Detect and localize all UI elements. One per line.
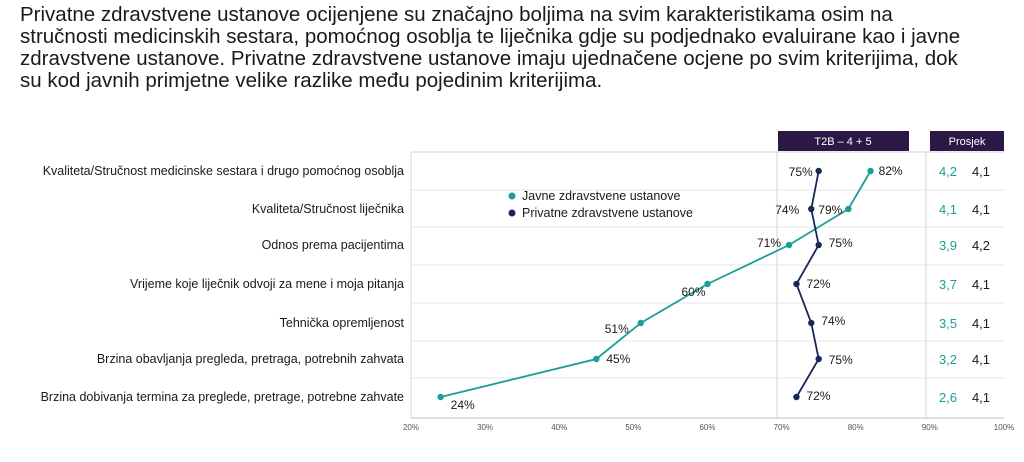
data-label: 24% <box>451 398 475 412</box>
data-point <box>785 241 793 249</box>
avg-private-value: 4,1 <box>972 277 990 292</box>
legend-marker <box>508 192 516 200</box>
legend-label: Privatne zdravstvene ustanove <box>522 206 693 220</box>
legend: Javne zdravstvene ustanove Privatne zdrav… <box>508 189 693 220</box>
x-tick-label: 60% <box>699 423 715 432</box>
category-label: Tehnička opremljenost <box>280 316 405 330</box>
headline-line: Privatne zdravstvene ustanove ocijenjene… <box>20 3 893 26</box>
x-tick-label: 100% <box>994 423 1014 432</box>
x-tick-label: 50% <box>625 423 641 432</box>
data-point <box>793 393 800 401</box>
avg-private-value: 4,2 <box>972 238 990 253</box>
data-point <box>793 280 800 288</box>
data-point <box>437 393 444 401</box>
headline-line: su kod javnih primjetne velike razlike m… <box>20 69 603 92</box>
data-label: 71% <box>757 236 781 250</box>
avg-header-label: Prosjek <box>949 136 986 148</box>
data-label: 74% <box>775 203 799 217</box>
category-label: Vrijeme koje liječnik odvoji za mene i m… <box>130 277 404 291</box>
avg-private-value: 4,1 <box>972 164 990 179</box>
legend-marker <box>508 209 516 217</box>
x-axis: 20% 30% 40% 50% 60% 70% 80% 90% 100% <box>403 423 1014 432</box>
avg-public-value: 3,2 <box>939 352 957 367</box>
category-labels: Kvaliteta/Stručnost medicinske sestara i… <box>41 164 405 404</box>
data-point <box>815 355 822 363</box>
avg-public-value: 3,5 <box>939 316 957 331</box>
data-label: 75% <box>829 236 853 250</box>
category-label: Brzina dobivanja termina za preglede, pr… <box>41 390 404 404</box>
data-point <box>815 241 822 249</box>
headline-line: stručnosti medicinskih sestara, pomoćnog… <box>20 25 961 48</box>
data-label: 79% <box>818 203 842 217</box>
headers: T2B – 4 + 5 Prosjek <box>778 131 1004 151</box>
data-label: 60% <box>681 285 705 299</box>
data-point <box>808 319 815 327</box>
avg-header-box <box>930 131 1004 151</box>
data-label: 75% <box>829 353 853 367</box>
avg-private-value: 4,1 <box>972 390 990 405</box>
avg-private-value: 4,1 <box>972 352 990 367</box>
x-tick-label: 90% <box>922 423 938 432</box>
x-tick-label: 70% <box>774 423 790 432</box>
data-point <box>637 319 644 327</box>
data-label: 45% <box>606 352 630 366</box>
x-tick-label: 40% <box>551 423 567 432</box>
data-point <box>704 280 711 288</box>
data-label: 82% <box>879 164 903 178</box>
averages-table: 4,2 4,1 4,1 4,1 3,9 4,2 3,7 4,1 3,5 4,1 3,2 4,1 2,6 4… <box>939 164 990 405</box>
data-labels: 82% 79% 71% 60% 51% 45% 24% 75% 74% 75% 72% 74% 75% 7… <box>451 164 903 412</box>
category-label: Brzina obavljanja pregleda, pretraga, po… <box>97 352 404 366</box>
avg-private-value: 4,1 <box>972 202 990 217</box>
data-point <box>593 355 600 363</box>
avg-public-value: 4,2 <box>939 164 957 179</box>
x-tick-label: 30% <box>477 423 493 432</box>
data-point <box>808 205 815 213</box>
t2b-header-box <box>778 131 909 151</box>
avg-public-value: 2,6 <box>939 390 957 405</box>
grid-layer <box>410 151 1004 419</box>
t2b-header-label: T2B – 4 + 5 <box>814 136 871 148</box>
data-point <box>815 167 822 175</box>
headline: Privatne zdravstvene ustanove ocijenjene… <box>20 4 1010 92</box>
avg-public-value: 3,7 <box>939 277 957 292</box>
avg-public-value: 3,9 <box>939 238 957 253</box>
category-label: Odnos prema pacijentima <box>262 238 404 252</box>
series-layer <box>437 167 874 401</box>
x-tick-label: 80% <box>848 423 864 432</box>
avg-private-value: 4,1 <box>972 316 990 331</box>
data-point <box>867 167 874 175</box>
headline-line: zdravstvene ustanove. Privatne zdravstve… <box>20 47 958 70</box>
data-label: 72% <box>806 389 830 403</box>
avg-public-value: 4,1 <box>939 202 957 217</box>
data-label: 75% <box>789 165 813 179</box>
category-label: Kvaliteta/Stručnost liječnika <box>252 202 404 216</box>
data-label: 72% <box>806 277 830 291</box>
legend-label: Javne zdravstvene ustanove <box>522 189 680 203</box>
x-tick-label: 20% <box>403 423 419 432</box>
data-point <box>845 205 852 213</box>
category-label: Kvaliteta/Stručnost medicinske sestara i… <box>43 164 404 178</box>
data-label: 51% <box>605 322 629 336</box>
data-label: 74% <box>821 314 845 328</box>
